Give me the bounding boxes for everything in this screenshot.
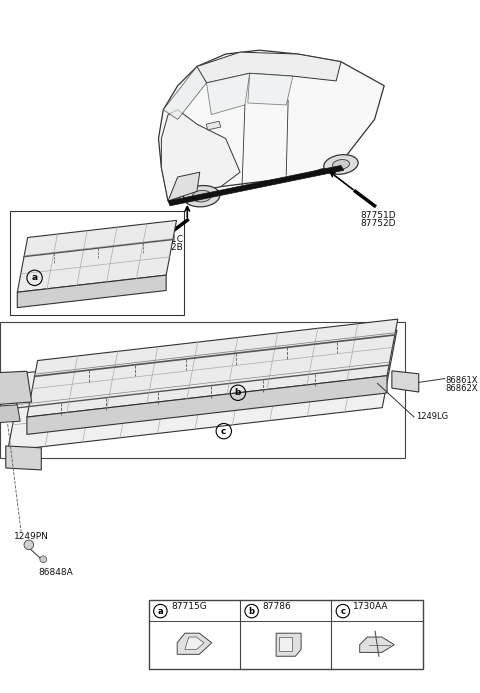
Polygon shape (168, 172, 200, 201)
Polygon shape (392, 371, 419, 392)
Text: a: a (157, 606, 163, 615)
Polygon shape (248, 73, 293, 105)
Text: 87752D: 87752D (360, 219, 396, 228)
Text: 87715G: 87715G (171, 602, 207, 611)
Polygon shape (17, 220, 177, 292)
Text: 1730AA: 1730AA (353, 602, 389, 611)
Text: 87751D: 87751D (360, 211, 396, 220)
Text: 86848A: 86848A (38, 568, 73, 577)
Bar (279, 637, 292, 651)
Text: a: a (32, 273, 37, 282)
Polygon shape (276, 633, 301, 656)
Text: c: c (221, 427, 227, 436)
Polygon shape (27, 319, 398, 417)
Polygon shape (6, 446, 41, 470)
Polygon shape (177, 633, 212, 654)
Polygon shape (27, 376, 387, 435)
Ellipse shape (332, 159, 349, 169)
Text: 86861X: 86861X (445, 376, 478, 385)
Polygon shape (163, 67, 206, 119)
Circle shape (40, 556, 47, 563)
Text: b: b (249, 606, 255, 615)
Text: 87771C: 87771C (149, 235, 184, 244)
Ellipse shape (183, 186, 220, 207)
Text: 1249LG: 1249LG (416, 412, 448, 421)
Polygon shape (185, 637, 204, 649)
Bar (10, 211, 184, 315)
Polygon shape (8, 330, 397, 450)
Polygon shape (0, 405, 20, 423)
Circle shape (24, 540, 34, 550)
Polygon shape (0, 371, 32, 405)
Polygon shape (17, 275, 166, 308)
Polygon shape (161, 109, 240, 201)
Polygon shape (168, 166, 344, 206)
Bar (0, 322, 405, 458)
Ellipse shape (324, 155, 358, 175)
Text: b: b (235, 388, 241, 397)
Text: 86862X: 86862X (445, 385, 478, 394)
Text: c: c (340, 606, 346, 615)
Text: 87772B: 87772B (149, 243, 184, 252)
Bar (149, 599, 422, 669)
Polygon shape (206, 73, 250, 114)
Text: 87786: 87786 (262, 602, 291, 611)
Text: 1249PN: 1249PN (14, 532, 49, 541)
Ellipse shape (192, 191, 211, 202)
Polygon shape (158, 50, 384, 201)
Polygon shape (206, 121, 221, 130)
Polygon shape (360, 637, 394, 652)
Polygon shape (197, 52, 341, 83)
